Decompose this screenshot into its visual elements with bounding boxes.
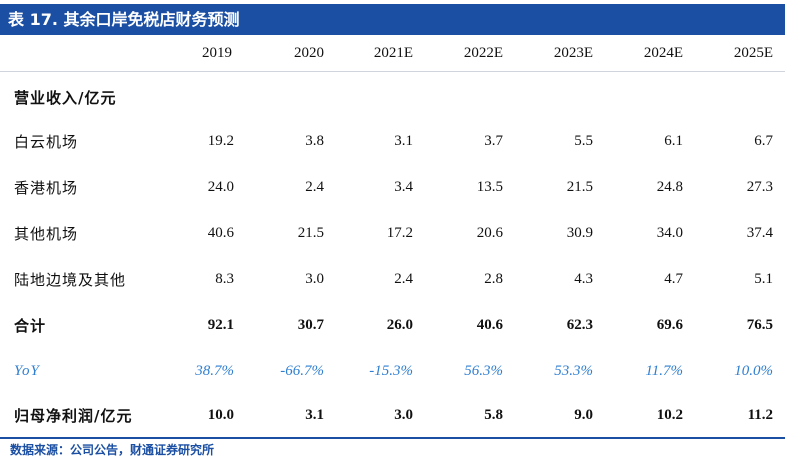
column-header: 2022E <box>463 44 503 61</box>
table-cell: 27.3 <box>746 178 773 195</box>
row-label: 其他机场 <box>14 224 79 243</box>
table-row: 白云机场 19.2 3.8 3.1 3.7 5.5 6.1 6.7 <box>0 118 785 164</box>
column-header: 2019 <box>202 44 232 61</box>
table-cell: 17.2 <box>386 224 413 241</box>
table-cell: 92.1 <box>207 316 234 333</box>
table-cell: 4.3 <box>574 270 593 287</box>
row-label: 香港机场 <box>14 178 79 197</box>
table-cell: 3.0 <box>394 406 413 423</box>
table-cell: 6.1 <box>664 132 683 149</box>
table-cell: -15.3% <box>369 362 413 379</box>
table-cell: 69.6 <box>656 316 683 333</box>
table-cell: 3.8 <box>305 132 324 149</box>
table-cell: 37.4 <box>746 224 773 241</box>
column-header: 2025E <box>733 44 773 61</box>
column-header: 2023E <box>553 44 593 61</box>
table-cell: 76.5 <box>746 316 773 333</box>
table-cell: 13.5 <box>476 178 503 195</box>
table-cell: 9.0 <box>574 406 593 423</box>
row-label: 营业收入/亿元 <box>14 88 117 107</box>
table-cell: 24.8 <box>656 178 683 195</box>
table-row: 香港机场 24.0 2.4 3.4 13.5 21.5 24.8 27.3 <box>0 164 785 210</box>
table-cell: 10.0 <box>207 406 234 423</box>
table-cell: 11.7% <box>645 362 683 379</box>
table-row-yoy: YoY 38.7% -66.7% -15.3% 56.3% 53.3% 11.7… <box>0 348 785 394</box>
table-cell: 11.2 <box>747 406 773 423</box>
table-bottom-rule <box>0 437 785 439</box>
table-row: 陆地边境及其他 8.3 3.0 2.4 2.8 4.3 4.7 5.1 <box>0 256 785 302</box>
table-cell: 40.6 <box>207 224 234 241</box>
table-cell: 10.2 <box>656 406 683 423</box>
table-cell: 24.0 <box>207 178 234 195</box>
table-cell: 8.3 <box>215 270 234 287</box>
row-label: YoY <box>14 362 40 379</box>
table-cell: 10.0% <box>734 362 773 379</box>
row-label: 合计 <box>14 316 47 335</box>
table-row-section-revenue: 营业收入/亿元 <box>0 74 785 120</box>
table-cell: 5.1 <box>754 270 773 287</box>
table-cell: 19.2 <box>207 132 234 149</box>
table-cell: 2.8 <box>484 270 503 287</box>
column-header-row: 2019 2020 2021E 2022E 2023E 2024E 2025E <box>0 35 785 72</box>
table-cell: 40.6 <box>476 316 503 333</box>
table-cell: 3.0 <box>305 270 324 287</box>
table-cell: 26.0 <box>386 316 413 333</box>
table-cell: 6.7 <box>754 132 773 149</box>
table-cell: 38.7% <box>195 362 234 379</box>
table-cell: 20.6 <box>476 224 503 241</box>
table-cell: 56.3% <box>464 362 503 379</box>
row-label: 陆地边境及其他 <box>14 270 127 289</box>
table-cell: 21.5 <box>297 224 324 241</box>
source-note: 数据来源：公司公告，财通证券研究所 <box>10 443 215 457</box>
row-label: 白云机场 <box>14 132 79 151</box>
table-cell: 3.4 <box>394 178 413 195</box>
table-row: 其他机场 40.6 21.5 17.2 20.6 30.9 34.0 37.4 <box>0 210 785 256</box>
table-cell: 30.7 <box>297 316 324 333</box>
table-cell: 4.7 <box>664 270 683 287</box>
column-header: 2020 <box>294 44 324 61</box>
table-cell: 21.5 <box>566 178 593 195</box>
table-row-total: 合计 92.1 30.7 26.0 40.6 62.3 69.6 76.5 <box>0 302 785 348</box>
table-cell: 62.3 <box>566 316 593 333</box>
table-cell: 3.7 <box>484 132 503 149</box>
table-cell: 3.1 <box>394 132 413 149</box>
row-label: 归母净利润/亿元 <box>14 406 133 425</box>
table-cell: 5.8 <box>484 406 503 423</box>
column-header: 2021E <box>373 44 413 61</box>
table-cell: -66.7% <box>280 362 324 379</box>
table-cell: 34.0 <box>656 224 683 241</box>
table-cell: 5.5 <box>574 132 593 149</box>
table-title: 表 17. 其余口岸免税店财务预测 <box>0 4 785 35</box>
table-cell: 2.4 <box>305 178 324 195</box>
table-cell: 2.4 <box>394 270 413 287</box>
table-cell: 53.3% <box>554 362 593 379</box>
table-cell: 30.9 <box>566 224 593 241</box>
table-row-net-profit: 归母净利润/亿元 10.0 3.1 3.0 5.8 9.0 10.2 11.2 <box>0 392 785 438</box>
column-header: 2024E <box>643 44 683 61</box>
table-cell: 3.1 <box>305 406 324 423</box>
